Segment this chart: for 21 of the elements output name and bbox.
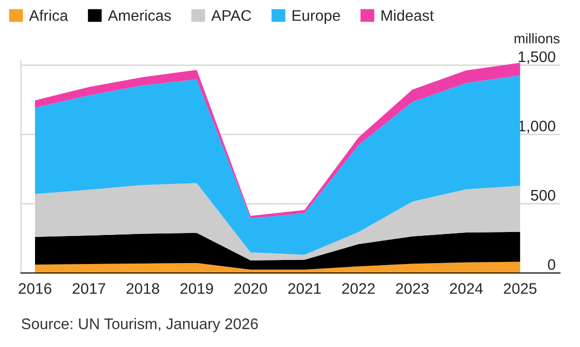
x-tick-label: 2018 bbox=[126, 283, 160, 294]
x-tick-label: 2020 bbox=[234, 283, 268, 294]
legend-label: Europe bbox=[292, 10, 340, 24]
x-tick-label: 2016 bbox=[18, 283, 52, 294]
legend-label: Mideast bbox=[382, 10, 434, 21]
y-tick-label: 0 bbox=[548, 259, 556, 270]
x-tick-label: 2017 bbox=[72, 283, 106, 294]
legend-label: Americas bbox=[108, 10, 171, 21]
source-note: Source: UN Tourism, January 2026 bbox=[22, 318, 258, 332]
x-tick-label: 2025 bbox=[504, 283, 536, 294]
x-tick-label: 2022 bbox=[342, 283, 375, 294]
x-tick-label: 2021 bbox=[288, 283, 321, 294]
x-tick-label: 2019 bbox=[180, 283, 213, 294]
y-tick-label: 500 bbox=[530, 190, 556, 201]
legend-label: APAC bbox=[211, 10, 252, 21]
x-tick-label: 2024 bbox=[450, 283, 483, 294]
y-tick-label: 1,000 bbox=[518, 120, 556, 134]
legend-label: Africa bbox=[29, 10, 68, 21]
x-tick-label: 2023 bbox=[396, 283, 429, 294]
y-tick-label: 1,500 bbox=[518, 51, 556, 64]
y-axis-title: millions bbox=[514, 33, 560, 44]
